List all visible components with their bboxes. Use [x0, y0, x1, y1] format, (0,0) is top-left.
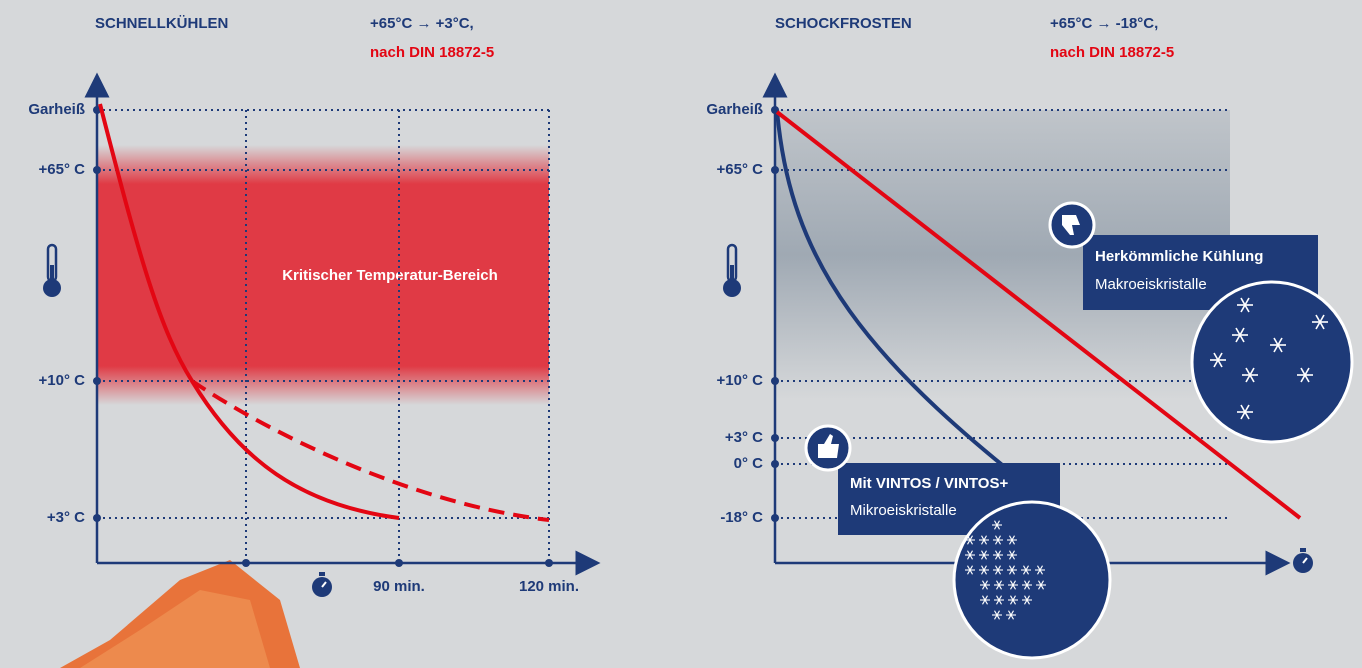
y-label: +10° C — [39, 372, 86, 389]
thermometer-icon — [43, 245, 61, 297]
subtitle: +65°C → +3°C, — [370, 15, 474, 32]
y-label: +10° C — [717, 372, 764, 389]
y-label: -18° C — [720, 509, 763, 526]
subtitle: +65°C → -18°C, — [1050, 15, 1158, 32]
callout-text: Makroeiskristalle — [1095, 276, 1207, 293]
norm: nach DIN 18872-5 — [370, 44, 494, 61]
y-label: +65° C — [39, 161, 86, 178]
thermometer-icon — [723, 245, 741, 297]
callout-title: Mit VINTOS / VINTOS+ — [850, 475, 1008, 492]
title: SCHOCKFROSTEN — [775, 15, 912, 32]
stopwatch-icon — [312, 572, 332, 597]
y-label: Garheiß — [28, 101, 85, 118]
x-label: 120 min. — [519, 578, 579, 595]
stopwatch-icon — [1293, 548, 1313, 573]
y-label: Garheiß — [706, 101, 763, 118]
y-label: +3° C — [47, 509, 85, 526]
y-label: +65° C — [717, 161, 764, 178]
zone-label: Kritischer Temperatur-Bereich — [282, 267, 498, 284]
micro-crystals — [954, 502, 1110, 658]
y-label: 0° C — [734, 455, 764, 472]
callout-text: Mikroeiskristalle — [850, 502, 957, 519]
norm: nach DIN 18872-5 — [1050, 44, 1174, 61]
title: SCHNELLKÜHLEN — [95, 15, 228, 32]
y-label: +3° C — [725, 429, 763, 446]
callout-title: Herkömmliche Kühlung — [1095, 248, 1263, 265]
infographic: SCHNELLKÜHLEN +65°C → +3°C, nach DIN 188… — [0, 0, 1362, 668]
x-label: 90 min. — [373, 578, 425, 595]
